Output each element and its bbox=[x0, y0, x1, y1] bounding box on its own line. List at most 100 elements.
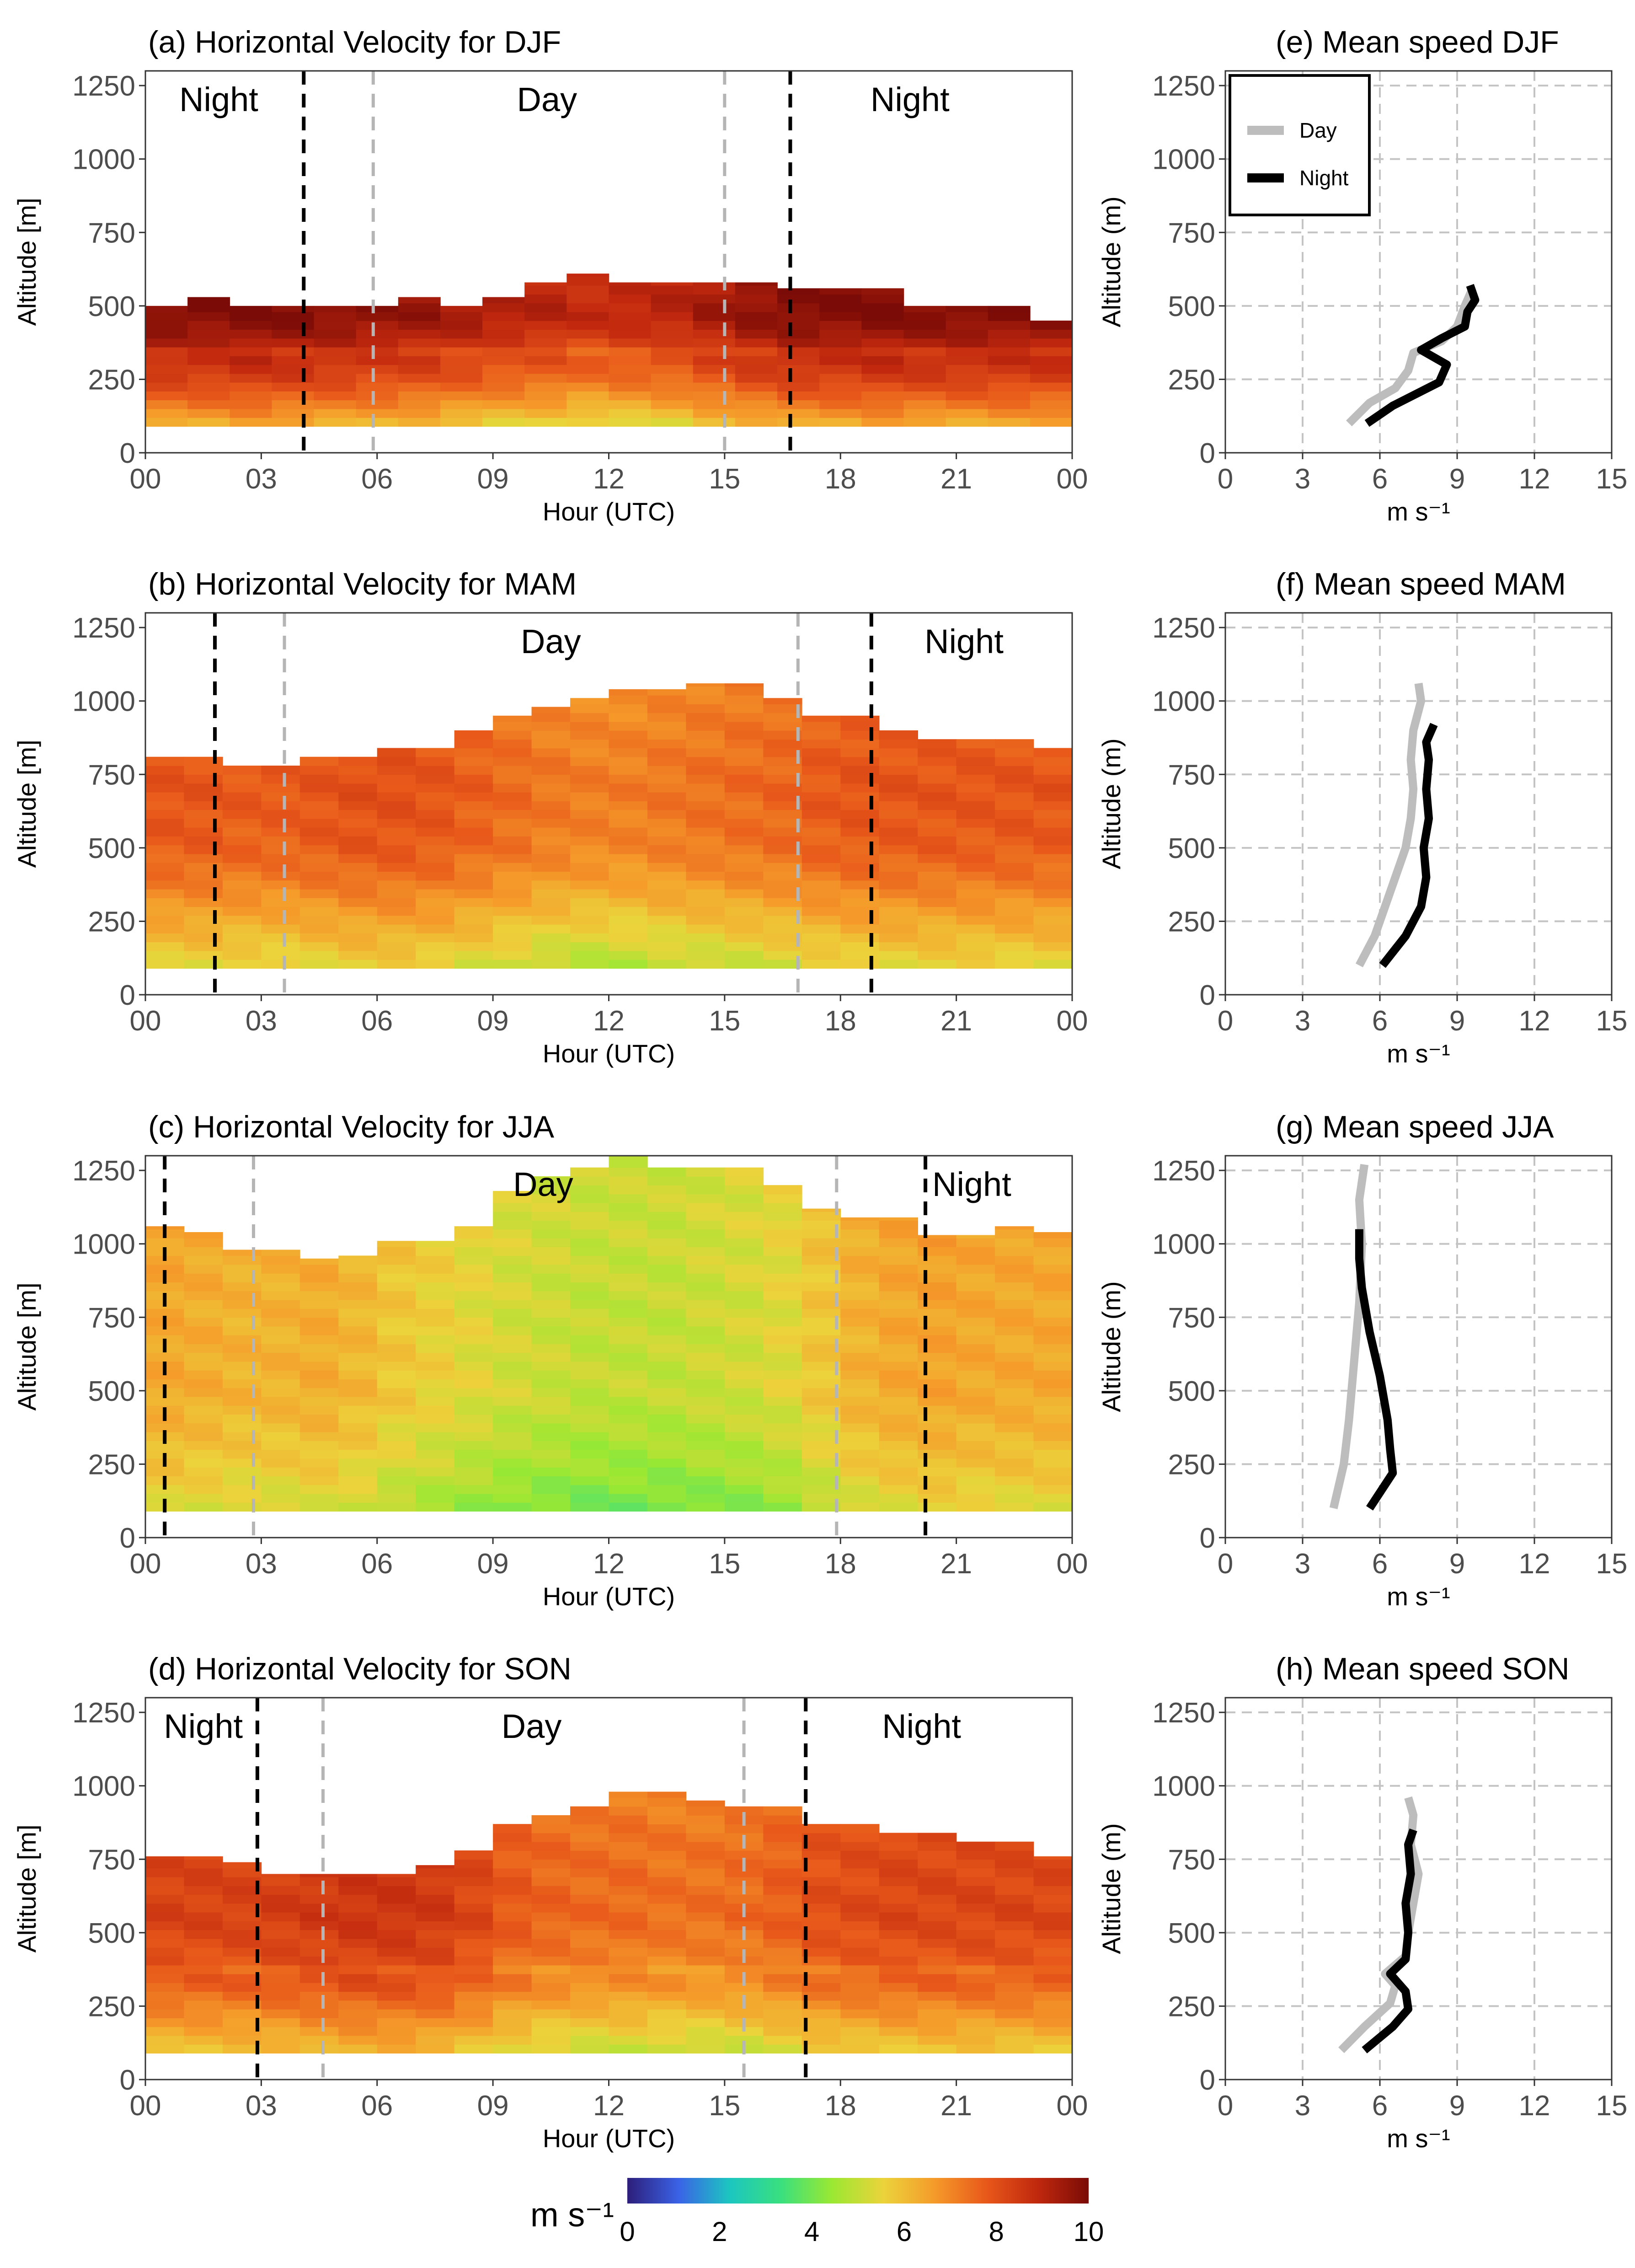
heatmap-cell bbox=[918, 1423, 957, 1432]
heatmap-cell bbox=[416, 1947, 455, 1957]
heatmap-cell bbox=[454, 1850, 493, 1860]
heatmap-a-xtick-label: 09 bbox=[477, 463, 509, 495]
heatmap-cell bbox=[686, 1194, 725, 1203]
profile-e-xtick-label: 0 bbox=[1218, 463, 1233, 495]
heatmap-cell bbox=[918, 2000, 957, 2010]
heatmap-cell bbox=[184, 1396, 223, 1406]
heatmap-cell bbox=[724, 1983, 764, 1992]
heatmap-cell bbox=[724, 1194, 764, 1203]
heatmap-cell bbox=[184, 862, 223, 872]
heatmap-cell bbox=[531, 1921, 571, 1930]
heatmap-cell bbox=[879, 1493, 918, 1503]
heatmap-cell bbox=[763, 1493, 802, 1503]
heatmap-cell bbox=[531, 1947, 571, 1957]
heatmap-cell bbox=[918, 1476, 957, 1485]
heatmap-cell bbox=[995, 1291, 1034, 1300]
heatmap-cell bbox=[261, 766, 300, 775]
heatmap-b-frame bbox=[144, 612, 1073, 996]
heatmap-cell bbox=[145, 2044, 185, 2054]
heatmap-cell bbox=[956, 924, 995, 933]
heatmap-cell bbox=[145, 1264, 185, 1274]
heatmap-cell bbox=[570, 1273, 609, 1282]
heatmap-cell bbox=[693, 347, 736, 356]
heatmap-b-xlabel: Hour (UTC) bbox=[543, 1039, 675, 1068]
heatmap-cell bbox=[995, 1344, 1034, 1353]
heatmap-cell bbox=[879, 2027, 918, 2036]
heatmap-cell bbox=[377, 1326, 417, 1335]
heatmap-cell bbox=[338, 2027, 378, 2036]
heatmap-cell bbox=[454, 898, 493, 907]
series-line-day bbox=[1329, 1163, 1369, 1509]
heatmap-cell bbox=[647, 1185, 687, 1195]
heatmap-cell bbox=[570, 774, 609, 784]
heatmap-cell bbox=[956, 853, 995, 863]
heatmap-cell bbox=[570, 1335, 609, 1344]
heatmap-cell bbox=[686, 1903, 725, 1913]
heatmap-cell bbox=[493, 1965, 532, 1974]
heatmap-cell bbox=[531, 1379, 571, 1389]
heatmap-cell bbox=[918, 748, 957, 757]
heatmap-cell bbox=[918, 1938, 957, 1948]
heatmap-cell bbox=[531, 1930, 571, 1939]
heatmap-cell bbox=[609, 338, 652, 348]
heatmap-cell bbox=[377, 1903, 417, 1913]
heatmap-cell bbox=[454, 739, 493, 749]
heatmap-cell bbox=[440, 338, 483, 348]
heatmap-cell bbox=[647, 1441, 687, 1450]
heatmap-cell bbox=[261, 942, 300, 951]
heatmap-cell bbox=[724, 713, 764, 722]
heatmap-cell bbox=[531, 1956, 571, 1966]
heatmap-cell bbox=[184, 898, 223, 907]
heatmap-cell bbox=[956, 1247, 995, 1256]
heatmap-cell bbox=[416, 1344, 455, 1353]
heatmap-cell bbox=[184, 1476, 223, 1485]
heatmap-cell bbox=[879, 1217, 918, 1221]
heatmap-c-ytick-label: 1250 bbox=[72, 1155, 135, 1187]
heatmap-cell bbox=[819, 288, 862, 295]
heatmap-cell bbox=[609, 1414, 648, 1424]
heatmap-cell bbox=[145, 1868, 185, 1877]
heatmap-cell bbox=[493, 1467, 532, 1476]
heatmap-cell bbox=[724, 783, 764, 793]
heatmap-cell bbox=[686, 1947, 725, 1957]
heatmap-cell bbox=[377, 1874, 417, 1877]
heatmap-cell bbox=[570, 1167, 609, 1177]
heatmap-cell bbox=[570, 880, 609, 890]
heatmap-cell bbox=[724, 1965, 764, 1974]
heatmap-cell bbox=[840, 906, 880, 916]
heatmap-cell bbox=[299, 774, 339, 784]
heatmap-cell bbox=[377, 1476, 417, 1485]
heatmap-cell bbox=[956, 766, 995, 775]
heatmap-cell bbox=[1033, 2018, 1073, 2027]
heatmap-cell bbox=[222, 1903, 262, 1913]
heatmap-cell bbox=[454, 2044, 493, 2054]
heatmap-cell bbox=[338, 862, 378, 872]
heatmap-cell bbox=[918, 1973, 957, 1983]
heatmap-cell bbox=[377, 2018, 417, 2027]
heatmap-cell bbox=[801, 1886, 841, 1895]
heatmap-cell bbox=[903, 356, 946, 365]
profile-e-ytick-label: 0 bbox=[1200, 438, 1215, 469]
heatmap-cell bbox=[416, 1877, 455, 1886]
heatmap-cell bbox=[724, 1317, 764, 1327]
heatmap-cell bbox=[956, 1973, 995, 1983]
heatmap-cell bbox=[840, 1841, 880, 1851]
heatmap-cell bbox=[493, 1868, 532, 1877]
heatmap-cell bbox=[763, 1449, 802, 1459]
heatmap-cell bbox=[879, 898, 918, 907]
heatmap-cell bbox=[299, 2018, 339, 2027]
heatmap-cell bbox=[261, 880, 300, 890]
heatmap-cell bbox=[230, 306, 272, 312]
heatmap-cell bbox=[299, 1973, 339, 1983]
heatmap-a-xtick-label: 06 bbox=[361, 463, 393, 495]
heatmap-cell bbox=[647, 756, 687, 766]
heatmap-cell bbox=[724, 924, 764, 933]
heatmap-cell bbox=[570, 721, 609, 731]
heatmap-cell bbox=[1033, 1247, 1073, 1256]
profile-g-ytick-label: 0 bbox=[1200, 1523, 1215, 1554]
heatmap-cell bbox=[918, 1361, 957, 1371]
heatmap-cell bbox=[724, 704, 764, 713]
heatmap-cell bbox=[570, 2027, 609, 2036]
heatmap-cell bbox=[647, 1299, 687, 1309]
heatmap-cell bbox=[338, 2035, 378, 2045]
